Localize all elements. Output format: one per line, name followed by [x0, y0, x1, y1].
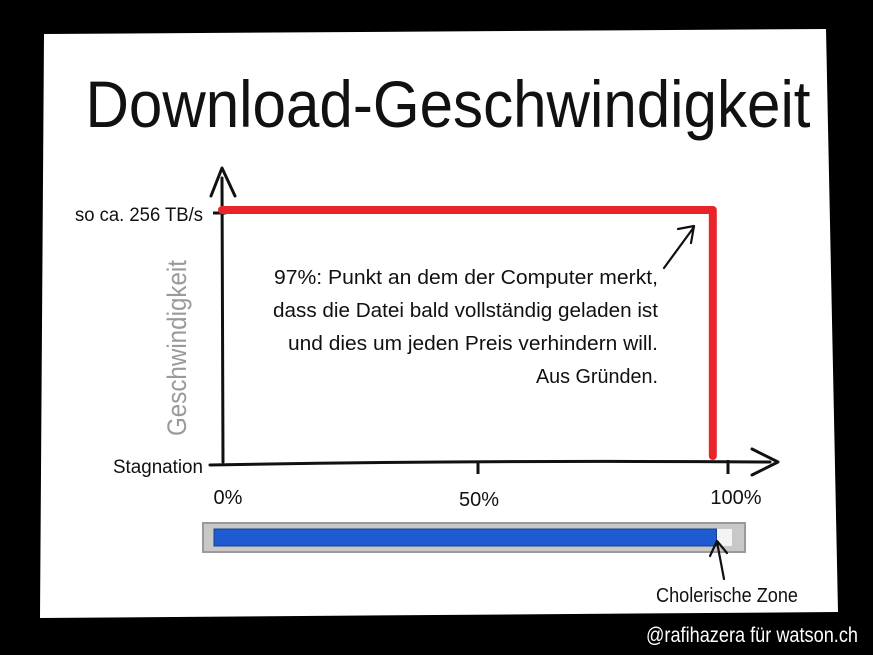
progress-bar: [202, 522, 746, 553]
annotation-arrow: [662, 224, 696, 270]
x-tick-label-100: 100%: [710, 487, 761, 509]
y-axis-arrowhead: [209, 166, 237, 198]
speed-series-line: [218, 206, 717, 460]
y-tick-label-bottom: Stagnation: [113, 457, 203, 478]
annotation-text: 97%: Punkt an dem der Computer merkt, da…: [273, 267, 658, 388]
zone-label: Cholerische Zone: [656, 585, 798, 607]
annotation-line-3: und dies um jeden Preis verhindern will.: [288, 333, 658, 355]
annotation-line-4: Aus Gründen.: [536, 366, 658, 388]
x-tick-label-50: 50%: [459, 489, 499, 511]
annotation-line-2: dass die Datei bald vollständig geladen …: [273, 300, 658, 322]
x-axis-arrowhead: [750, 447, 780, 477]
progress-bar-fill: [213, 528, 717, 547]
y-axis-line: [220, 176, 225, 464]
x-tick-label-0: 0%: [214, 487, 243, 509]
paper-sheet: [40, 29, 838, 618]
annotation-line-1: 97%: Punkt an dem der Computer merkt,: [274, 267, 658, 289]
zone-arrow: [708, 539, 729, 581]
credit-line: @rafihazera für watson.ch: [646, 624, 858, 647]
y-tick-label-top: so ca. 256 TB/s: [75, 205, 203, 226]
chart-title: Download-Geschwindigkeit: [86, 67, 811, 141]
y-axis-title: Geschwindigkeit: [162, 260, 192, 436]
x-axis-line: [208, 459, 772, 467]
x-axis: [208, 447, 780, 477]
